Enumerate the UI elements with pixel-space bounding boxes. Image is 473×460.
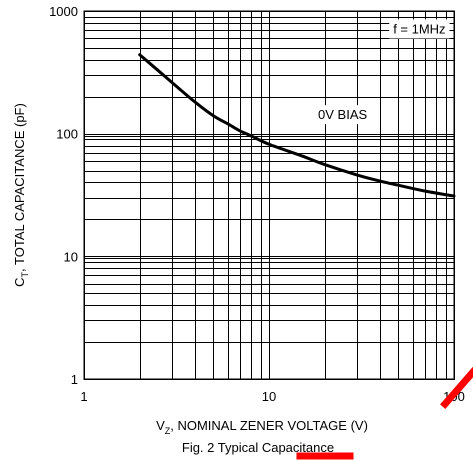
x-tick-label: 10 — [262, 389, 276, 404]
x-tick-label: 1 — [80, 389, 87, 404]
annotation-label: f = 1MHz — [393, 21, 445, 36]
capacitance-curve — [138, 53, 456, 198]
x-axis-title: VZ, NOMINAL ZENER VOLTAGE (V) — [156, 418, 368, 436]
annotation-label: 0V BIAS — [318, 107, 367, 122]
y-tick-label: 100 — [56, 127, 78, 142]
y-tick-label: 1 — [71, 372, 78, 387]
plot-grid — [84, 11, 454, 379]
annotation-group: f = 1MHz 0V BIAS — [314, 19, 450, 125]
y-tick-labels: 1 10 100 1000 — [49, 4, 78, 387]
corner-watermark-icon — [296, 367, 473, 460]
x-tick-labels: 1 10 100 — [80, 389, 464, 404]
y-axis-title: CT, TOTAL CAPACITANCE (pF) — [12, 103, 30, 287]
y-tick-label: 1000 — [49, 4, 78, 19]
annotation-bg — [314, 105, 372, 125]
y-tick-label: 10 — [64, 249, 78, 264]
figure-caption: Fig. 2 Typical Capacitance — [182, 440, 334, 455]
annotation-bg — [389, 19, 450, 39]
